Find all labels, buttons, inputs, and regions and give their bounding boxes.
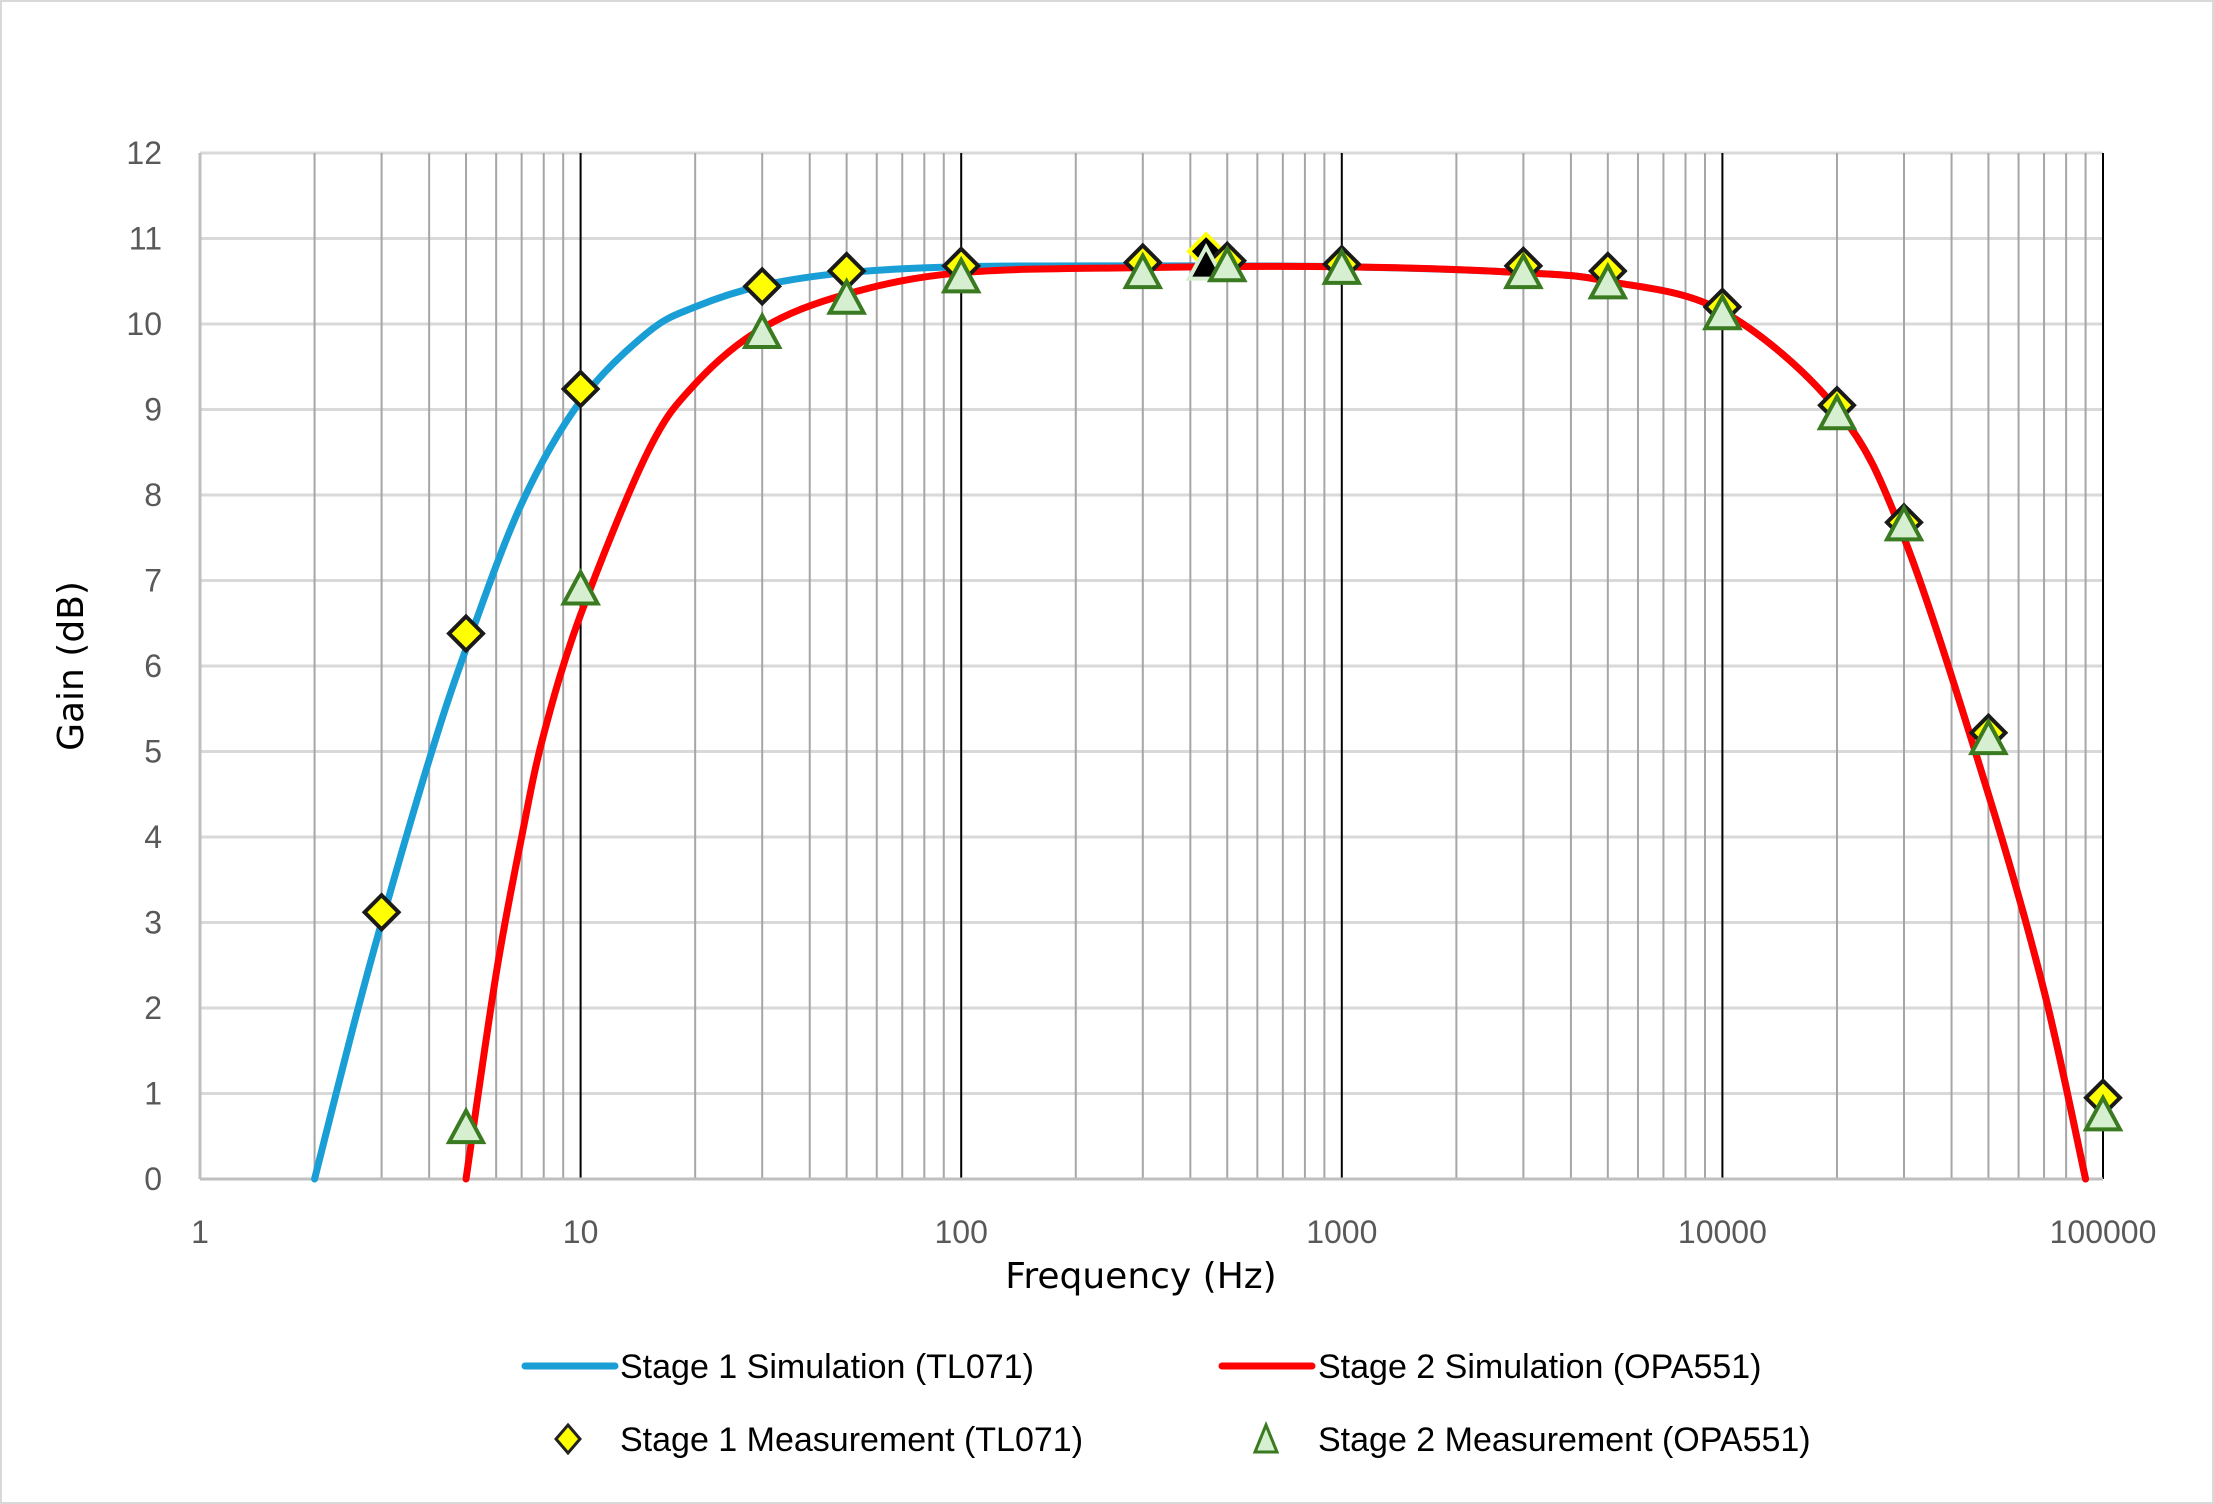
y-tick-label: 6 bbox=[144, 648, 162, 684]
y-tick-label: 3 bbox=[144, 905, 162, 941]
stage1-measurement-diamond-icon bbox=[742, 266, 783, 307]
stage2-measurement-triangle-icon bbox=[1883, 503, 1925, 542]
legend-label-stage2-sim: Stage 2 Simulation (OPA551) bbox=[1318, 1348, 1762, 1386]
y-tick-label: 1 bbox=[144, 1076, 162, 1112]
y-tick-label: 11 bbox=[129, 221, 162, 257]
stage2-measurement-triangle-icon bbox=[1816, 392, 1858, 431]
stage2-measurement-triangle-icon bbox=[2082, 1093, 2124, 1132]
stage2-measurement-triangle-icon bbox=[1587, 261, 1629, 300]
stage2-measurement-triangle-icon bbox=[1122, 251, 1164, 290]
grid bbox=[198, 151, 2104, 1181]
y-tick-label: 4 bbox=[144, 819, 162, 855]
x-tick-label: 100 bbox=[935, 1214, 988, 1250]
stage1-measurement-diamond-icon bbox=[446, 613, 486, 654]
y-tick-label: 2 bbox=[144, 990, 162, 1026]
stage1-measurement-diamond-icon bbox=[560, 369, 601, 409]
y-tick-label: 0 bbox=[144, 1161, 162, 1197]
y-tick-label: 9 bbox=[144, 392, 162, 428]
y-axis-title: Gain (dB) bbox=[51, 581, 92, 751]
series-markers bbox=[361, 231, 2124, 1145]
x-tick-label: 10 bbox=[563, 1214, 599, 1250]
y-tick-label: 5 bbox=[144, 734, 162, 770]
x-tick-label: 1000 bbox=[1306, 1214, 1377, 1250]
x-tick-label: 10000 bbox=[1678, 1214, 1767, 1250]
stage2-measurement-triangle-icon bbox=[1503, 251, 1544, 290]
x-axis-title: Frequency (Hz) bbox=[1005, 1256, 1276, 1297]
x-tick-label: 100000 bbox=[2050, 1214, 2157, 1250]
y-tick-label: 7 bbox=[144, 563, 162, 599]
legend-label-stage2-meas: Stage 2 Measurement (OPA551) bbox=[1318, 1421, 1811, 1459]
x-tick-label: 1 bbox=[191, 1214, 209, 1250]
legend-label-stage1-sim: Stage 1 Simulation (TL071) bbox=[620, 1348, 1034, 1386]
stage1-measurement-diamond-icon bbox=[361, 892, 402, 933]
legend: Stage 1 Simulation (TL071) Stage 2 Simul… bbox=[521, 1348, 1811, 1459]
stage2-measurement-triangle-icon bbox=[1968, 717, 2009, 756]
legend-label-stage1-meas: Stage 1 Measurement (TL071) bbox=[620, 1421, 1083, 1459]
y-tick-label: 12 bbox=[126, 135, 162, 171]
stage2-measurement-triangle-icon bbox=[1321, 247, 1363, 285]
legend-triangle-icon bbox=[1252, 1421, 1280, 1454]
stage2-measurement-triangle-icon bbox=[1206, 244, 1248, 283]
x-axis-ticks: 1 10 100 1000 10000 100000 bbox=[191, 1214, 2156, 1250]
stage2-measurement-triangle-icon bbox=[940, 255, 982, 294]
y-tick-label: 10 bbox=[126, 306, 162, 342]
legend-diamond-icon bbox=[554, 1422, 582, 1456]
stage2-measurement-triangle-icon bbox=[741, 311, 783, 349]
y-tick-label: 8 bbox=[144, 477, 162, 513]
stage2-measurement-triangle-icon bbox=[826, 277, 867, 315]
stage2-measurement-triangle-icon bbox=[560, 567, 601, 606]
stage2-measurement-triangle-icon bbox=[445, 1106, 487, 1145]
stage2-measurement-triangle-icon bbox=[1702, 292, 1743, 331]
